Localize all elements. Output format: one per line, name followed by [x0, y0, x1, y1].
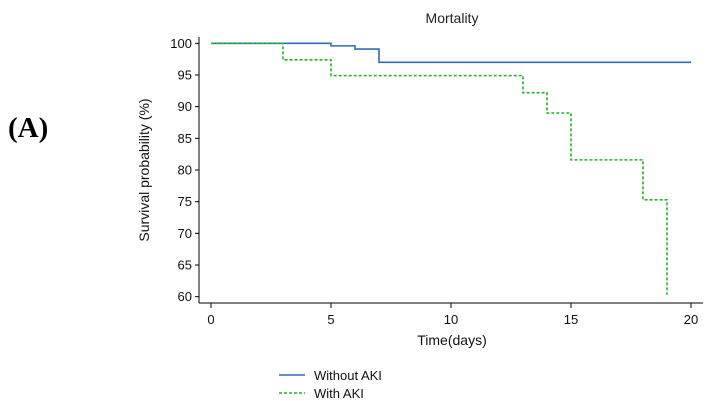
- x-tick-label: 0: [207, 312, 214, 327]
- y-tick-label: 90: [178, 99, 192, 114]
- y-tick-label: 95: [178, 68, 192, 83]
- legend-label-without-aki: Without AKI: [314, 368, 382, 383]
- axes: 60 65 70 75 80 85 90 95 100 0 5 10 15 20: [170, 36, 703, 327]
- y-tick-label: 60: [178, 289, 192, 304]
- x-tick-label: 20: [684, 312, 698, 327]
- y-tick-label: 100: [170, 36, 192, 51]
- series-layer: [211, 42, 691, 295]
- x-tick-label: 5: [327, 312, 334, 327]
- y-tick-label: 75: [178, 194, 192, 209]
- x-tick-label: 15: [564, 312, 578, 327]
- series-line-with-aki: [211, 42, 668, 295]
- series-line-without-aki: [211, 42, 691, 64]
- legend: Without AKI With AKI: [279, 368, 382, 401]
- x-tick-label: 10: [444, 312, 458, 327]
- legend-label-with-aki: With AKI: [314, 386, 364, 401]
- y-tick-label: 80: [178, 163, 192, 178]
- y-tick-label: 65: [178, 258, 192, 273]
- y-axis-title: Survival probability (%): [136, 98, 152, 241]
- panel-label: (A): [8, 112, 49, 144]
- y-tick-label: 85: [178, 131, 192, 146]
- x-axis-title: Time(days): [417, 332, 487, 348]
- chart-title: Mortality: [426, 10, 479, 26]
- y-tick-label: 70: [178, 226, 192, 241]
